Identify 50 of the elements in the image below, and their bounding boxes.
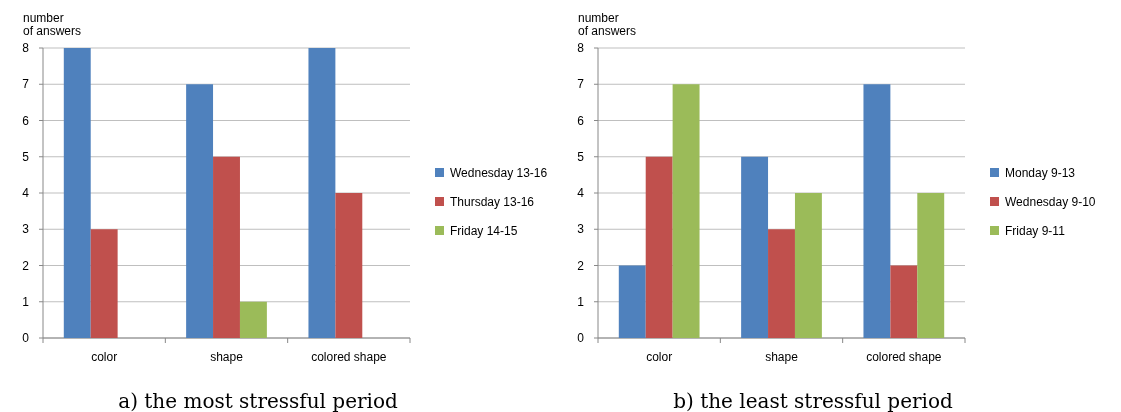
y-tick-label: 3 xyxy=(22,222,30,237)
y-tick-label: 5 xyxy=(577,149,585,164)
y-axis-title: number of answers xyxy=(578,11,637,38)
bar xyxy=(645,156,673,338)
x-tick-label: color xyxy=(646,350,673,364)
y-tick-label: 2 xyxy=(577,258,585,273)
y-tick-label: 6 xyxy=(22,113,30,128)
legend-label: Monday 9-13 xyxy=(1005,166,1076,181)
y-tick-label: 4 xyxy=(577,186,585,201)
legend-label: Friday 9-11 xyxy=(1005,224,1066,239)
bar xyxy=(863,84,891,338)
y-tick-label: 7 xyxy=(577,77,585,92)
bar xyxy=(917,193,945,338)
legend-label: Wednesday 9-10 xyxy=(1005,195,1096,210)
legend-label: Thursday 13-16 xyxy=(450,195,535,210)
bar xyxy=(335,193,363,338)
y-tick-label: 6 xyxy=(577,113,585,128)
y-tick-label: 8 xyxy=(22,41,30,56)
y-tick-label: 4 xyxy=(22,186,30,201)
x-tick-label: colored shape xyxy=(866,350,942,364)
legend-label: Friday 14-15 xyxy=(450,224,518,239)
bar xyxy=(618,265,646,338)
text: b) the least stressful period xyxy=(673,389,953,412)
y-tick-label: 5 xyxy=(22,149,30,164)
x-tick-label: shape xyxy=(210,350,244,364)
bar xyxy=(186,84,214,338)
y-tick-label: 0 xyxy=(22,331,30,346)
bar xyxy=(308,48,336,338)
text: a) the most stressful period xyxy=(118,389,398,412)
y-tick-label: 7 xyxy=(22,77,30,92)
bar xyxy=(768,229,795,338)
y-tick-label: 3 xyxy=(577,222,585,237)
y-axis-title: number of answers xyxy=(23,11,82,38)
bar xyxy=(63,48,91,338)
x-tick-label: color xyxy=(91,350,118,364)
legend-label: Wednesday 13-16 xyxy=(450,166,548,181)
bar xyxy=(741,156,769,338)
y-tick-label: 1 xyxy=(577,294,585,309)
bar xyxy=(90,229,118,338)
bar xyxy=(794,193,822,338)
bar xyxy=(890,265,918,338)
bar xyxy=(239,301,267,338)
y-tick-label: 0 xyxy=(577,331,585,346)
x-tick-label: shape xyxy=(765,350,799,364)
bar xyxy=(213,156,240,338)
y-tick-label: 1 xyxy=(22,294,30,309)
y-tick-label: 8 xyxy=(577,41,585,56)
y-tick-label: 2 xyxy=(22,258,30,273)
bar xyxy=(672,84,700,338)
x-tick-label: colored shape xyxy=(311,350,387,364)
